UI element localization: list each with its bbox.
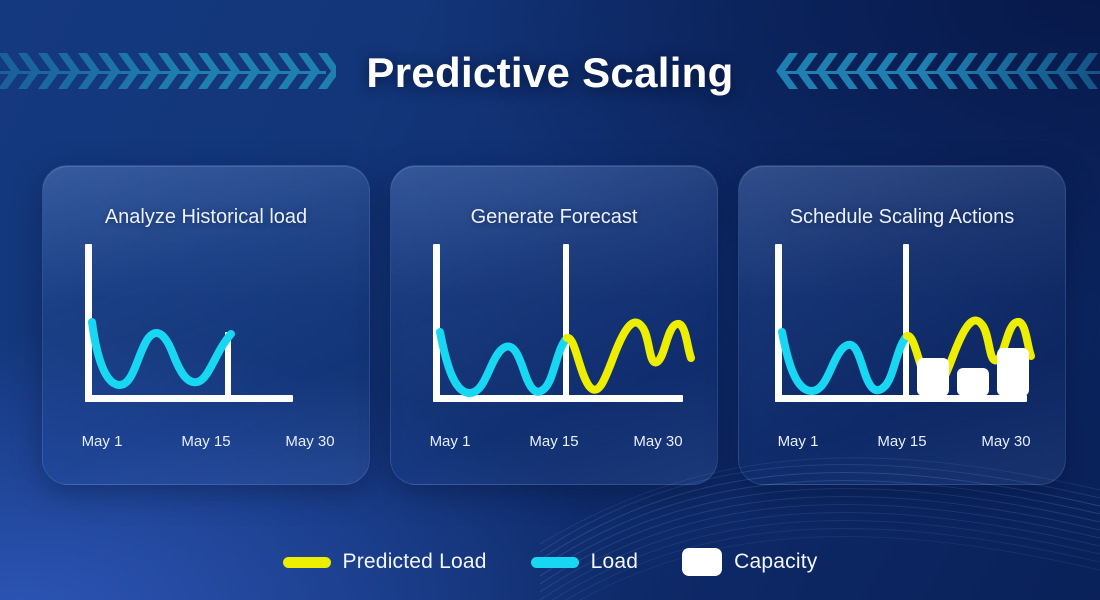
chart-generate-forecast xyxy=(433,244,695,402)
chevron-right-pattern-icon xyxy=(0,53,336,89)
page-title: Predictive Scaling xyxy=(366,48,734,96)
card-analyze-historical-load[interactable]: Analyze Historical load May 1 May 15 May… xyxy=(42,165,370,485)
cyan-line-swatch-icon xyxy=(530,556,579,568)
chart-axes xyxy=(433,244,683,402)
x-label: May 30 xyxy=(285,433,335,450)
legend-item-load: Load xyxy=(530,550,639,574)
x-label: May 1 xyxy=(429,433,471,450)
x-axis-labels: May 1 May 15 May 30 xyxy=(43,433,369,450)
chevron-left-pattern-icon xyxy=(776,53,1100,89)
legend-label: Predicted Load xyxy=(342,550,487,573)
chart-schedule-scaling-actions xyxy=(775,244,1035,402)
header: Predictive Scaling xyxy=(0,0,1100,145)
capacity-bar xyxy=(957,368,989,396)
x-axis-labels: May 1 May 15 May 30 xyxy=(391,433,717,450)
load-line xyxy=(436,328,571,397)
x-label: May 30 xyxy=(633,433,683,450)
card-title: Generate Forecast xyxy=(470,206,638,228)
load-line xyxy=(88,318,235,389)
x-label: May 15 xyxy=(181,433,231,450)
legend-label: Load xyxy=(590,550,639,573)
card-title: Schedule Scaling Actions xyxy=(789,206,1015,228)
x-label: May 30 xyxy=(981,433,1031,450)
card-schedule-scaling-actions[interactable]: Schedule Scaling Actions May 1 May 15 xyxy=(738,165,1066,485)
card-row: Analyze Historical load May 1 May 15 May… xyxy=(42,165,1066,485)
legend-item-capacity: Capacity xyxy=(682,548,817,576)
capacity-bar xyxy=(917,358,949,396)
forecast-divider xyxy=(225,332,231,398)
x-label: May 15 xyxy=(529,433,579,450)
yellow-line-swatch-icon xyxy=(282,556,331,568)
legend: Predicted Load Load Capacity xyxy=(0,548,1100,576)
legend-label: Capacity xyxy=(734,550,818,573)
x-label: May 1 xyxy=(81,433,123,450)
white-box-swatch-icon xyxy=(682,548,723,576)
forecast-divider xyxy=(903,244,909,400)
card-generate-forecast[interactable]: Generate Forecast May 1 May 15 May 30 xyxy=(390,165,718,485)
card-title: Analyze Historical load xyxy=(104,206,308,228)
chart-axes xyxy=(775,244,1027,402)
x-label: May 1 xyxy=(777,433,819,450)
load-line xyxy=(778,328,911,395)
legend-item-predicted-load: Predicted Load xyxy=(282,550,487,574)
forecast-divider xyxy=(563,244,569,400)
capacity-bar xyxy=(997,348,1029,396)
x-axis-labels: May 1 May 15 May 30 xyxy=(739,433,1065,450)
x-label: May 15 xyxy=(877,433,927,450)
chart-analyze-historical-load xyxy=(85,244,293,402)
predicted-load-line xyxy=(563,318,695,394)
capacity-bars xyxy=(917,348,1029,396)
